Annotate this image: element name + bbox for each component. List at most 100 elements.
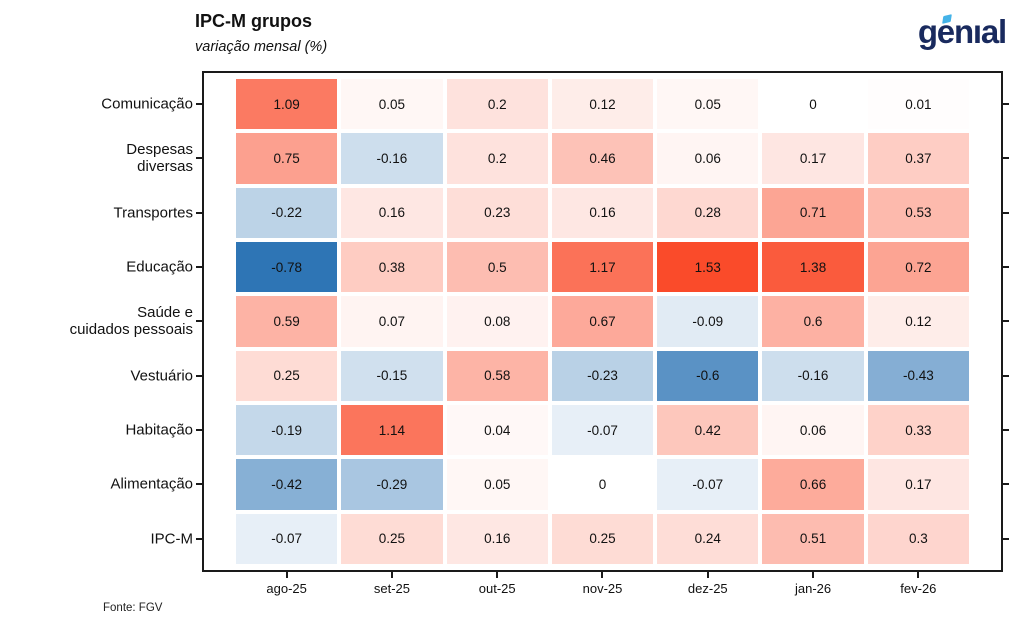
heatmap-cell: -0.29 (341, 459, 443, 510)
y-axis-tick-right (1003, 429, 1009, 432)
y-axis-label: Educação (126, 258, 193, 276)
y-axis-tick-right (1003, 103, 1009, 106)
heatmap-cell: -0.43 (867, 350, 969, 401)
heatmap-cell: 0.58 (446, 350, 548, 401)
y-axis-tick-left (196, 103, 202, 106)
heatmap-cell: 1.14 (341, 404, 443, 456)
heatmap-cell: 0.23 (446, 187, 548, 238)
heatmap-cell: -0.16 (341, 133, 443, 184)
heatmap-cell: 0.12 (551, 79, 654, 130)
y-axis-tick-left (196, 157, 202, 160)
y-axis-tick-left (196, 266, 202, 269)
heatmap-cell: -0.07 (236, 513, 338, 564)
heatmap-cell: 0.05 (657, 79, 759, 130)
heatmap-cell: 0.25 (551, 513, 654, 564)
x-axis-label: jan-26 (794, 581, 832, 596)
heatmap-cell: 0.06 (657, 133, 759, 184)
heatmap-cell: 0.05 (446, 459, 548, 510)
x-axis-tick (601, 572, 604, 578)
heatmap-cell: 0.3 (867, 513, 969, 564)
y-axis-label: Comunicação (101, 95, 193, 113)
y-axis-tick-left (196, 483, 202, 486)
heatmap-cell: -0.07 (551, 404, 654, 456)
heatmap-cell: 0.72 (867, 241, 969, 293)
heatmap-cell: 0.17 (762, 133, 864, 184)
heatmap-cell: 0.16 (446, 513, 548, 564)
heatmap-cell: 0.38 (341, 241, 443, 293)
logo-text: genıal (917, 13, 1007, 50)
heatmap-cell: 0.2 (446, 133, 548, 184)
heatmap-cell: 0.67 (551, 296, 654, 347)
heatmap-cell: 0.51 (762, 513, 864, 564)
heatmap-cell: -0.09 (657, 296, 759, 347)
y-axis-tick-left (196, 320, 202, 323)
heatmap-cell: 0.37 (867, 133, 969, 184)
x-axis-label: dez-25 (687, 581, 728, 596)
heatmap-cell: 0.28 (657, 187, 759, 238)
heatmap-cell: 0.6 (762, 296, 864, 347)
heatmap-cell: 0.16 (341, 187, 443, 238)
heatmap-cell: 0.24 (657, 513, 759, 564)
y-axis-tick-right (1003, 483, 1009, 486)
heatmap-cell: 1.17 (551, 241, 654, 293)
y-axis-tick-right (1003, 266, 1009, 269)
heatmap-cell: 0.05 (341, 79, 443, 130)
y-axis-tick-left (196, 374, 202, 377)
y-axis-tick-left (196, 537, 202, 540)
y-axis-tick-right (1003, 211, 1009, 214)
y-axis-label: Saúde e cuidados pessoais (69, 304, 193, 339)
genial-logo: genıal (917, 13, 1007, 59)
heatmap-cell: 0.17 (867, 459, 969, 510)
x-axis-tick (390, 572, 393, 578)
heatmap-cell: 0.71 (762, 187, 864, 238)
heatmap-grid: 1.09 0.05 0.2 0.12 0.05 0 0.01 0.75 -0.16 0.2 0.46… (236, 79, 969, 564)
heatmap-cell: 0.25 (341, 513, 443, 564)
heatmap-cell: -0.07 (657, 459, 759, 510)
heatmap-cell: 0.04 (446, 404, 548, 456)
y-axis-tick-right (1003, 537, 1009, 540)
heatmap-cell: 0.5 (446, 241, 548, 293)
x-axis-tick (706, 572, 709, 578)
heatmap-cell: 0.08 (446, 296, 548, 347)
y-axis-label: Transportes (113, 204, 193, 222)
heatmap-cell: 0.01 (867, 79, 969, 130)
heatmap-cell: 0 (551, 459, 654, 510)
y-axis-tick-right (1003, 320, 1009, 323)
heatmap-cell: -0.15 (341, 350, 443, 401)
heatmap-cell: 0.25 (236, 350, 338, 401)
source-note: Fonte: FGV (103, 602, 163, 614)
x-axis-label: nov-25 (582, 581, 623, 596)
heatmap-cell: 0.75 (236, 133, 338, 184)
y-axis-label: Despesas diversas (126, 141, 193, 176)
heatmap-cell: 0.12 (867, 296, 969, 347)
x-axis-tick (917, 572, 920, 578)
y-axis-label: Alimentação (110, 475, 193, 493)
chart-title: IPC-M grupos (195, 11, 312, 31)
heatmap-plot: 1.09 0.05 0.2 0.12 0.05 0 0.01 0.75 -0.16 0.2 0.46… (202, 71, 1003, 572)
x-axis-label: fev-26 (900, 581, 937, 596)
heatmap-cell: 0.42 (657, 404, 759, 456)
heatmap-cell: 0 (762, 79, 864, 130)
chart-subtitle: variação mensal (%) (195, 39, 328, 55)
heatmap-cell: 0.59 (236, 296, 338, 347)
heatmap-cell: -0.19 (236, 404, 338, 456)
y-axis-tick-left (196, 211, 202, 214)
heatmap-cell: 1.53 (657, 241, 759, 293)
y-axis-label: Habitação (125, 421, 193, 439)
heatmap-cell: 0.46 (551, 133, 654, 184)
heatmap-cell: 0.16 (551, 187, 654, 238)
x-axis-tick (285, 572, 288, 578)
heatmap-cell: -0.42 (236, 459, 338, 510)
heatmap-cell: 1.09 (236, 79, 338, 130)
heatmap-cell: 0.07 (341, 296, 443, 347)
heatmap-cell: 0.06 (762, 404, 864, 456)
heatmap-cell: -0.6 (657, 350, 759, 401)
x-axis-label: out-25 (478, 581, 516, 596)
heatmap-cell: 1.38 (762, 241, 864, 293)
x-axis-tick (812, 572, 815, 578)
heatmap-cell: -0.16 (762, 350, 864, 401)
y-axis-tick-right (1003, 157, 1009, 160)
heatmap-cell: 0.53 (867, 187, 969, 238)
x-axis-label: ago-25 (266, 581, 307, 596)
heatmap-cell: -0.78 (236, 241, 338, 293)
